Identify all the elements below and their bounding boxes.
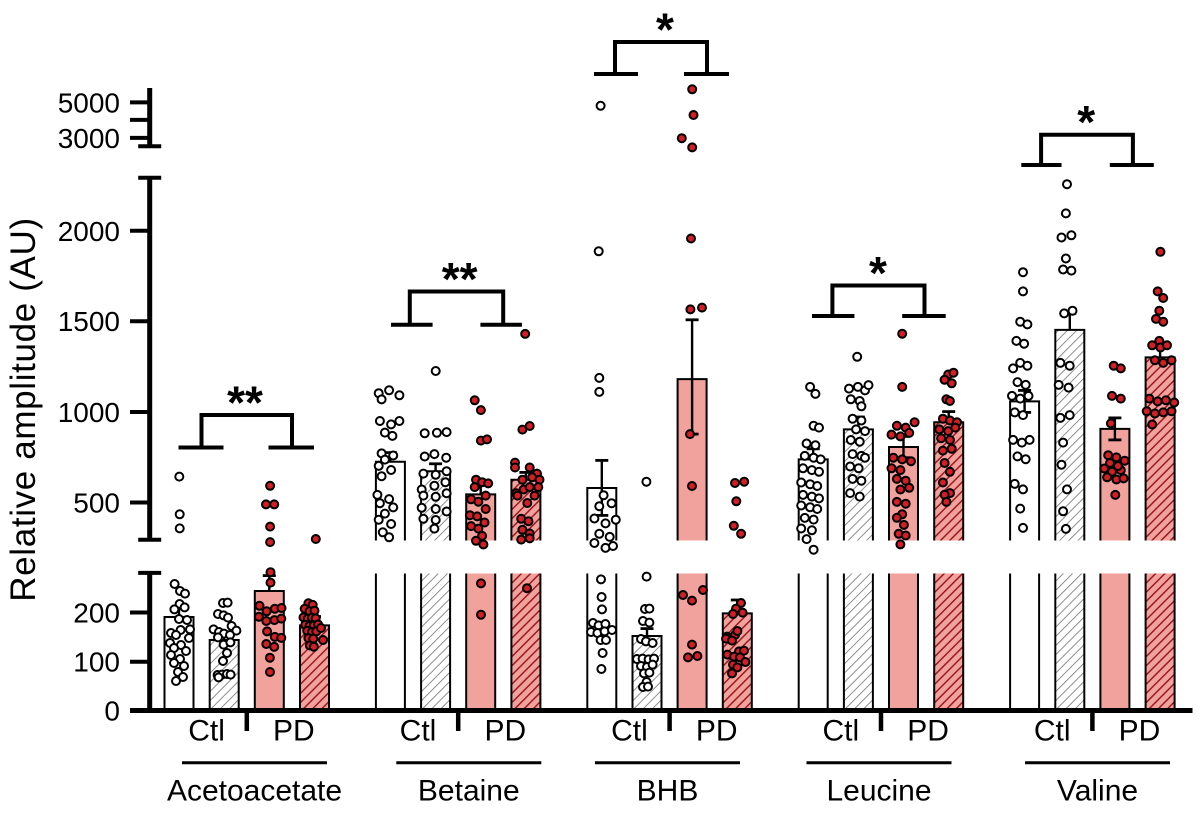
svg-text:PD: PD (907, 715, 949, 748)
svg-text:**: ** (227, 377, 263, 429)
svg-text:1000: 1000 (58, 397, 120, 428)
svg-text:Leucine: Leucine (826, 775, 931, 808)
svg-text:Valine: Valine (1057, 775, 1138, 808)
svg-text:5000: 5000 (58, 87, 120, 118)
svg-text:*: * (656, 4, 674, 56)
svg-text:PD: PD (273, 715, 315, 748)
svg-text:Ctl: Ctl (822, 715, 859, 748)
svg-text:**: ** (442, 253, 478, 305)
svg-text:Betaine: Betaine (418, 775, 520, 808)
svg-text:1500: 1500 (58, 306, 120, 337)
svg-text:Ctl: Ctl (188, 715, 225, 748)
svg-text:Acetoacetate: Acetoacetate (167, 775, 342, 808)
svg-text:*: * (869, 247, 887, 299)
svg-text:BHB: BHB (637, 775, 699, 808)
svg-text:Ctl: Ctl (400, 715, 437, 748)
svg-text:Relative amplitude (AU): Relative amplitude (AU) (4, 217, 43, 602)
svg-text:3000: 3000 (58, 123, 120, 154)
svg-text:PD: PD (484, 715, 526, 748)
svg-text:100: 100 (73, 647, 120, 678)
svg-text:PD: PD (1119, 715, 1161, 748)
svg-text:200: 200 (73, 598, 120, 629)
svg-text:PD: PD (696, 715, 738, 748)
svg-text:*: * (1077, 96, 1095, 148)
svg-text:2000: 2000 (58, 216, 120, 247)
svg-text:500: 500 (73, 488, 120, 519)
svg-text:Ctl: Ctl (1034, 715, 1071, 748)
svg-text:0: 0 (104, 696, 120, 727)
svg-text:Ctl: Ctl (611, 715, 648, 748)
